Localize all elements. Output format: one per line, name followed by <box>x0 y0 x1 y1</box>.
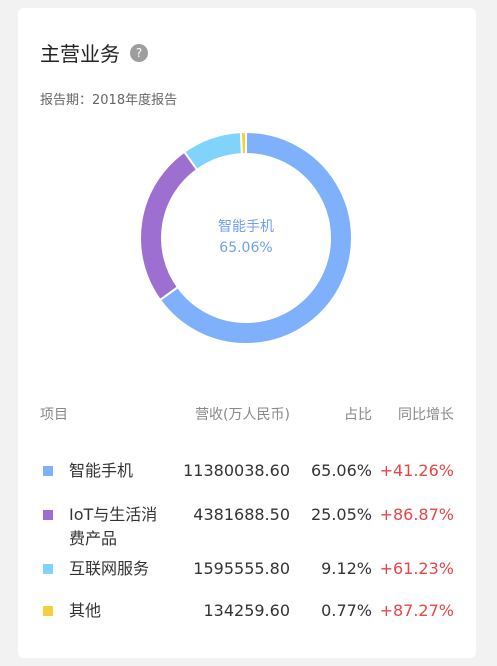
donut-center-label: 智能手机 <box>218 219 274 235</box>
donut-center: 智能手机 65.06% <box>140 132 352 344</box>
row-yoy: +61.23% <box>379 559 454 578</box>
row-name: 其他 <box>69 601 102 620</box>
header-yoy: 同比增长 <box>398 407 454 423</box>
report-period: 报告期：2018年度报告 <box>40 93 178 108</box>
legend-swatch <box>43 564 53 574</box>
table-row[interactable]: IoT与生活消费产品 4381688.50 25.05% +86.87% <box>40 503 454 551</box>
revenue-table: 项目 营收(万人民币) 占比 同比增长 智能手机 11380038.60 65.… <box>40 403 454 623</box>
row-share: 9.12% <box>321 559 372 578</box>
table-row[interactable]: 互联网服务 1595555.80 9.12% +61.23% <box>40 557 454 581</box>
donut-slice-1[interactable] <box>158 132 352 344</box>
row-revenue: 1595555.80 <box>193 559 290 578</box>
legend-swatch <box>43 606 53 616</box>
help-icon[interactable]: ? <box>130 43 148 62</box>
card-title: 主营业务 <box>40 42 120 66</box>
donut-slice-4[interactable] <box>239 132 247 156</box>
row-revenue: 134259.60 <box>203 601 290 620</box>
header-revenue: 营收(万人民币) <box>195 407 290 423</box>
row-yoy: +87.27% <box>379 601 454 620</box>
row-name: 智能手机 <box>69 461 134 480</box>
row-revenue: 11380038.60 <box>183 461 290 480</box>
row-yoy: +86.87% <box>379 505 454 524</box>
row-name: 互联网服务 <box>69 559 150 578</box>
table-header: 项目 营收(万人民币) 占比 同比增长 <box>40 403 454 425</box>
main-business-card: 主营业务 ? 报告期：2018年度报告 智能手机 65.06% 项目 营收(万人… <box>18 8 476 658</box>
row-share: 25.05% <box>310 505 372 524</box>
legend-swatch <box>43 510 53 520</box>
row-share: 0.77% <box>321 601 372 620</box>
row-share: 65.06% <box>310 461 372 480</box>
legend-swatch <box>43 466 53 476</box>
row-name: IoT与生活消费产品 <box>69 505 158 548</box>
row-yoy: +41.26% <box>379 461 454 480</box>
table-row[interactable]: 其他 134259.60 0.77% +87.27% <box>40 599 454 623</box>
card-header: 主营业务 ? <box>40 38 148 67</box>
row-revenue: 4381688.50 <box>193 505 290 524</box>
header-share: 占比 <box>344 407 372 423</box>
donut-center-value: 65.06% <box>219 240 273 256</box>
table-row[interactable]: 智能手机 11380038.60 65.06% +41.26% <box>40 459 454 483</box>
revenue-donut-chart[interactable]: 智能手机 65.06% <box>140 132 352 344</box>
header-item: 项目 <box>40 407 68 423</box>
donut-svg <box>140 132 352 344</box>
